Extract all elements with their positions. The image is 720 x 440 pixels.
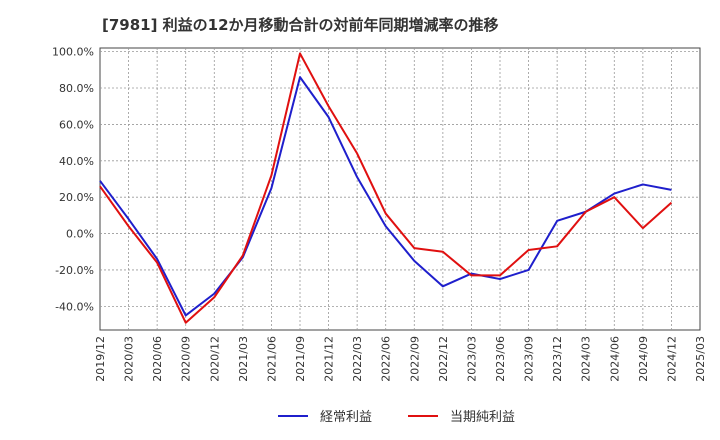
y-tick-label: -40.0%: [55, 300, 94, 313]
x-tick-label: 2022/03: [351, 336, 364, 382]
plot-area: [99, 47, 701, 331]
x-tick-label: 2019/12: [94, 336, 107, 382]
x-tick-label: 2023/06: [494, 336, 507, 382]
x-tick-label: 2024/06: [608, 336, 621, 382]
y-tick-label: 80.0%: [59, 82, 94, 95]
x-tick-label: 2022/12: [437, 336, 450, 382]
x-tick-label: 2023/09: [523, 336, 536, 382]
x-tick-label: 2021/12: [323, 336, 336, 382]
x-tick-label: 2024/12: [665, 336, 678, 382]
series-line-2: [99, 52, 673, 324]
y-tick-label: 40.0%: [59, 155, 94, 168]
x-tick-label: 2021/06: [265, 336, 278, 382]
y-tick-label: -20.0%: [55, 264, 94, 277]
x-tick-label: 2021/09: [294, 336, 307, 382]
y-tick-label: 0.0%: [66, 228, 94, 241]
x-tick-label: 2021/03: [237, 336, 250, 382]
legend-label-1: 経常利益: [320, 410, 372, 425]
y-tick-label: 60.0%: [59, 118, 94, 131]
series-line-1: [99, 76, 672, 317]
x-tick-label: 2022/06: [380, 336, 393, 382]
x-tick-label: 2023/03: [465, 336, 478, 382]
x-tick-label: 2024/09: [637, 336, 650, 382]
x-tick-label: 2023/12: [551, 336, 564, 382]
x-tick-label: 2025/03: [694, 336, 707, 382]
legend-label-2: 当期純利益: [450, 410, 515, 425]
x-tick-label: 2020/06: [151, 336, 164, 382]
x-tick-label: 2022/09: [408, 336, 421, 382]
x-tick-label: 2024/03: [580, 336, 593, 382]
x-tick-label: 2020/03: [123, 336, 136, 382]
y-tick-label: 20.0%: [59, 191, 94, 204]
y-tick-label: 100.0%: [52, 46, 94, 59]
chart-title: [7981] 利益の12か月移動合計の対前年同期増減率の推移: [102, 16, 499, 34]
x-tick-label: 2020/09: [180, 336, 193, 382]
x-tick-label: 2020/12: [208, 336, 221, 382]
